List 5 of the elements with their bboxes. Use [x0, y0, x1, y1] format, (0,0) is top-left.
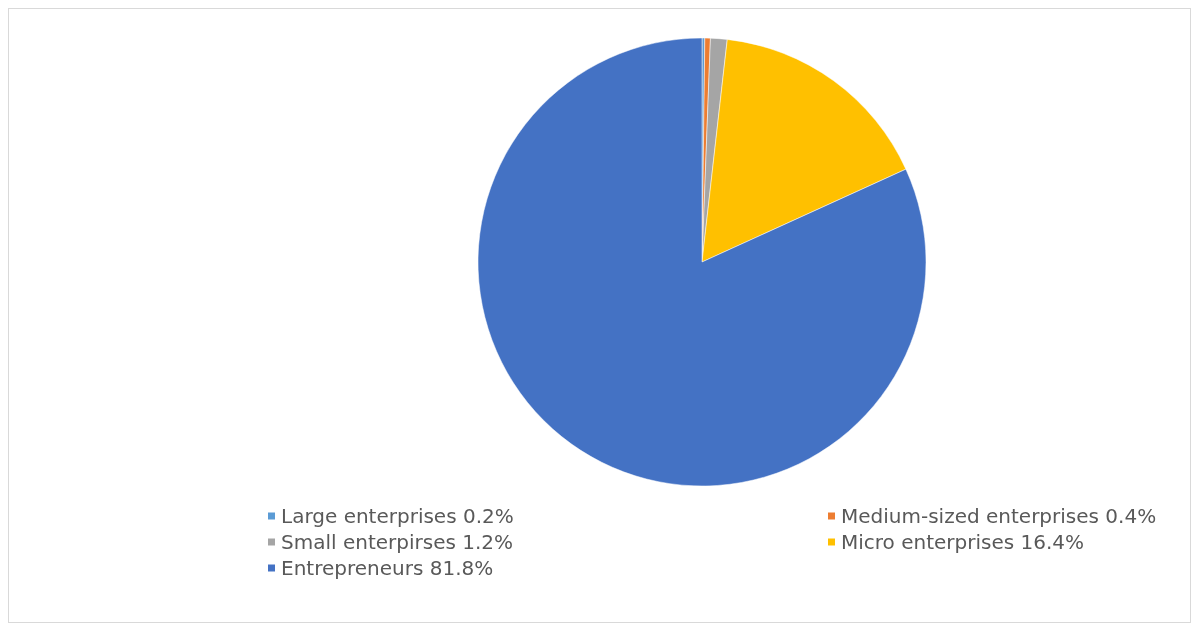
legend-label: Micro enterprises 16.4% — [841, 530, 1085, 554]
legend-label: Medium-sized enterprises 0.4% — [841, 504, 1157, 528]
legend-label: Small enterpirses 1.2% — [281, 530, 514, 554]
legend-label: Large enterprises 0.2% — [281, 504, 514, 528]
legend-label: Entrepreneurs 81.8% — [281, 556, 494, 580]
